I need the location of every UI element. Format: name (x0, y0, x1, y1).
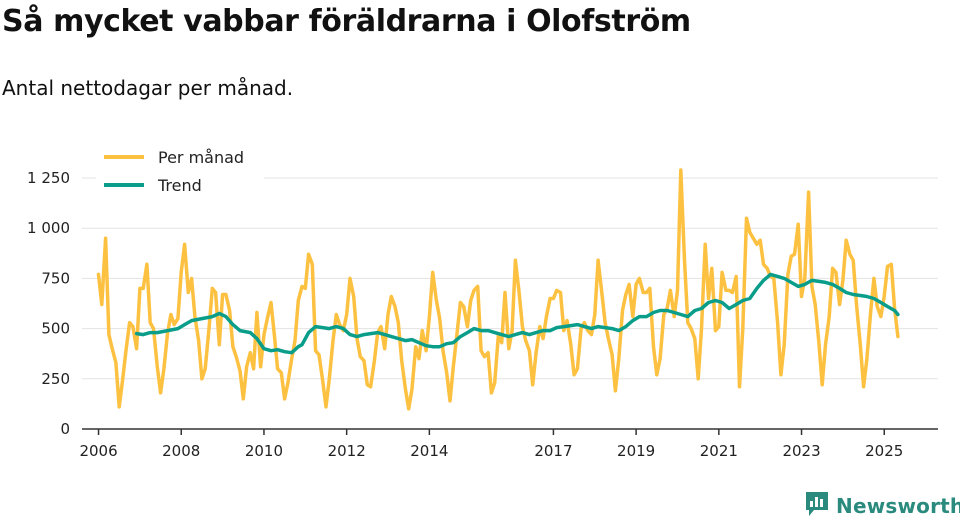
brand-name: Newsworthy (836, 494, 960, 518)
y-tick-label: 500 (41, 320, 70, 338)
y-tick-label: 1 000 (27, 219, 70, 237)
x-tick-label: 2025 (865, 442, 903, 460)
x-tick-label: 2014 (410, 442, 448, 460)
x-tick-label: 2008 (162, 442, 200, 460)
x-tick-label: 2017 (534, 442, 572, 460)
x-axis: 2006 2008 2010 2012 2014 2017 2019 2021 2023 2025 (79, 428, 938, 460)
legend-label-per-manad: Per månad (158, 148, 244, 167)
series-layer (96, 168, 900, 411)
x-tick-label: 2023 (782, 442, 820, 460)
newsworthy-logo-icon (804, 490, 830, 522)
chart-subtitle: Antal nettodagar per månad. (2, 76, 294, 100)
x-tick-label: 2006 (79, 442, 117, 460)
y-tick-label: 1 250 (27, 169, 70, 187)
legend: Per månad Trend (96, 146, 264, 200)
chart-title: Så mycket vabbar föräldrarna i Olofström (2, 4, 691, 39)
x-tick-label: 2021 (700, 442, 738, 460)
y-tick-label: 0 (60, 420, 70, 438)
y-axis-ticks: 0 250 500 750 1 000 1 250 (27, 169, 70, 438)
y-tick-label: 250 (41, 370, 70, 388)
brand: Newsworthy (804, 490, 960, 522)
series-line-per-manad (96, 168, 900, 411)
legend-label-trend: Trend (157, 176, 202, 195)
series-line-trend (134, 272, 900, 355)
x-tick-label: 2019 (617, 442, 655, 460)
y-tick-label: 750 (41, 269, 70, 287)
x-tick-label: 2012 (328, 442, 366, 460)
x-tick-label: 2010 (245, 442, 283, 460)
